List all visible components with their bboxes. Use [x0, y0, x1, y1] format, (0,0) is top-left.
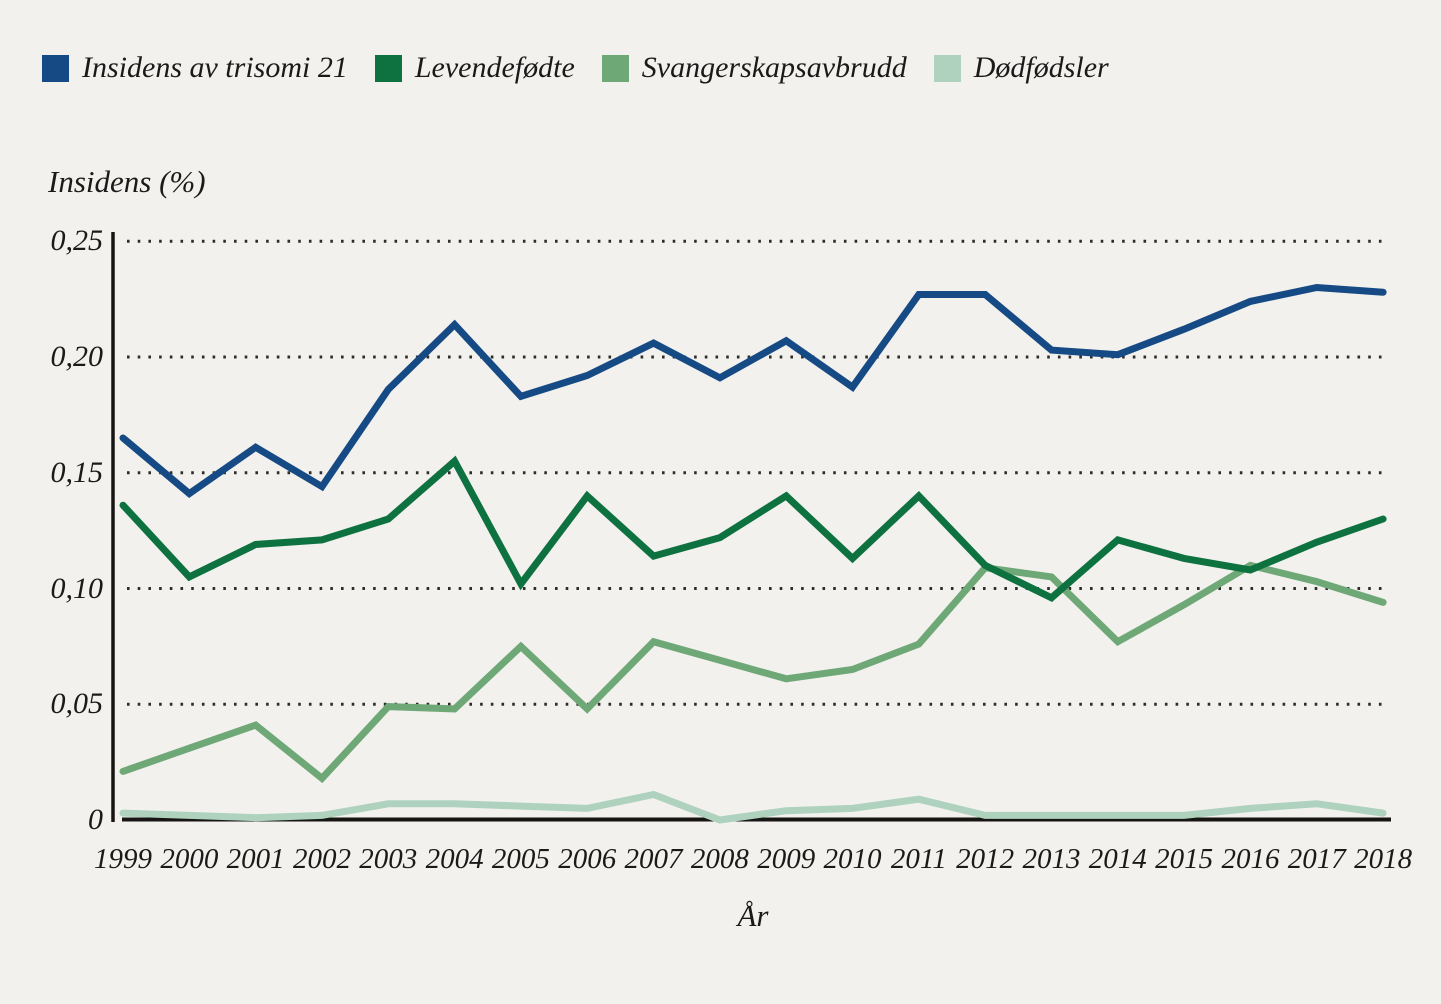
x-tick-label: 2014	[1088, 843, 1147, 875]
x-tick-label: 2005	[491, 843, 550, 875]
legend-swatch-icon	[374, 54, 402, 82]
x-tick-label: 2015	[1155, 843, 1214, 875]
legend-label: Insidens av trisomi 21	[82, 51, 348, 84]
x-tick-label: 2009	[757, 843, 816, 875]
x-tick-label: 2003	[359, 843, 418, 875]
legend-label: Levendefødte	[414, 51, 575, 84]
y-tick-label: 0,15	[50, 455, 104, 489]
x-tick-label: 2018	[1354, 843, 1413, 875]
x-tick-label: 2002	[292, 843, 351, 875]
series-line	[119, 455, 1387, 602]
x-tick-label: 2000	[160, 843, 219, 875]
x-tick-label: 2007	[624, 843, 683, 875]
x-tick-label: 2010	[823, 843, 882, 875]
series-line	[119, 283, 1387, 499]
legend-item-levendefodte: Levendefødte	[374, 50, 575, 86]
y-tick-label: 0,25	[50, 224, 104, 258]
chart-legend: Insidens av trisomi 21 Levendefødte Svan…	[42, 50, 1109, 86]
y-tick-label: 0,05	[50, 687, 104, 721]
series-line	[119, 790, 1387, 824]
legend-swatch-icon	[933, 54, 961, 82]
x-tick-label: 2017	[1287, 843, 1346, 875]
legend-label: Svangerskapsavbrudd	[641, 51, 907, 84]
x-tick-label: 2016	[1221, 843, 1280, 875]
x-tick-label: 2013	[1022, 843, 1081, 875]
legend-item-svangerskapsavbrudd: Svangerskapsavbrudd	[601, 50, 907, 86]
x-tick-label: 2001	[226, 843, 285, 875]
legend-item-insidens: Insidens av trisomi 21	[42, 50, 348, 86]
x-tick-label: 1999	[94, 843, 152, 875]
y-tick-label: 0,10	[50, 571, 104, 605]
x-tick-label: 2012	[956, 843, 1015, 875]
x-tick-label: 2008	[690, 843, 749, 875]
x-tick-label: 2006	[558, 843, 617, 875]
legend-swatch-icon	[42, 54, 69, 82]
x-tick-label: 2011	[890, 843, 947, 875]
y-tick-label: 0	[88, 803, 103, 836]
legend-label: Dødfødsler	[973, 51, 1109, 84]
x-tick-label: 2004	[425, 843, 484, 875]
y-tick-label: 0,20	[50, 340, 104, 373]
y-axis-title: Insidens (%)	[48, 164, 206, 199]
legend-swatch-icon	[601, 54, 629, 82]
x-axis-title: År	[737, 898, 769, 933]
series-line	[119, 561, 1387, 784]
legend-item-dodfodsler: Dødfødsler	[933, 50, 1109, 86]
